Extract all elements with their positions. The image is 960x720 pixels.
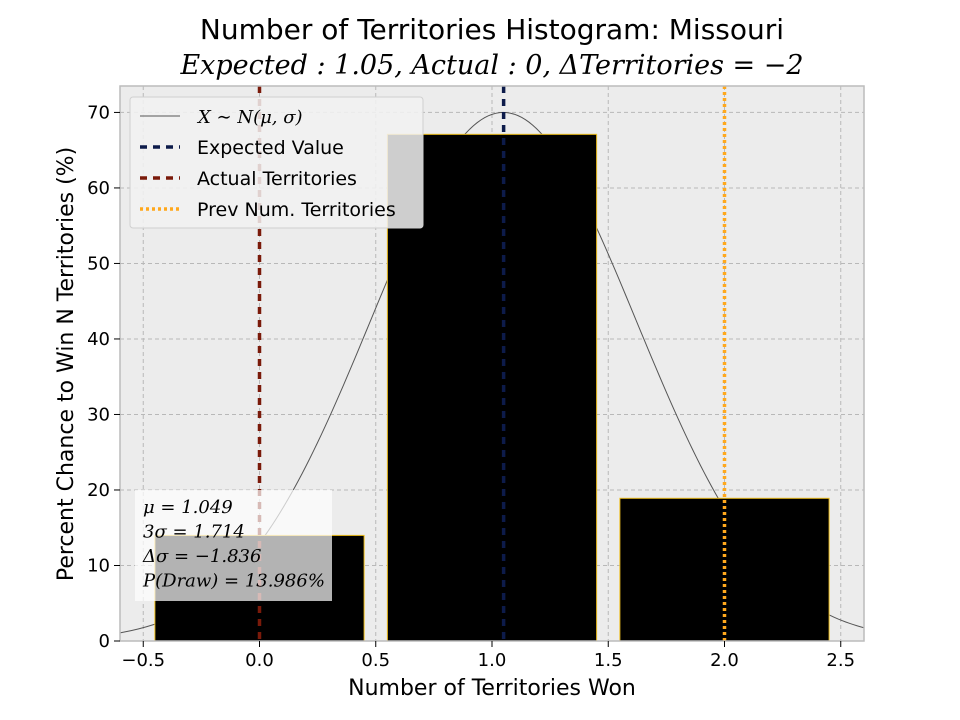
legend: X ∼ N(μ, σ) Expected Value Actual Territor… — [129, 96, 424, 229]
stats-line-2: Δσ = −1.836 — [142, 546, 261, 567]
y-axis-ticks: 0 10 20 30 40 50 60 70 — [87, 102, 120, 652]
y-tick-label-5: 50 — [87, 253, 110, 274]
y-tick-label-3: 30 — [87, 404, 110, 425]
x-axis-label: Number of Territories Won — [348, 676, 636, 701]
bar-2 — [619, 497, 830, 642]
x-tick-label-1: 0.0 — [245, 650, 274, 671]
stats-box-group: μ = 1.049 3σ = 1.714 Δσ = −1.836 P(Draw) = … — [135, 490, 332, 601]
chart-title: Number of Territories Histogram: Missour… — [200, 13, 784, 46]
stats-line-3: P(Draw) = 13.986% — [142, 571, 325, 592]
stats-line-0: μ = 1.049 — [143, 497, 233, 518]
y-tick-label-7: 70 — [87, 102, 110, 123]
y-tick-label-6: 60 — [87, 178, 110, 199]
x-tick-label-0: −0.5 — [121, 650, 165, 671]
x-tick-label-4: 1.5 — [594, 650, 623, 671]
y-tick-label-2: 20 — [87, 480, 110, 501]
y-tick-label-0: 0 — [99, 631, 110, 652]
legend-label-3: Prev Num. Territories — [197, 199, 396, 221]
stats-line-1: 3σ = 1.714 — [143, 522, 245, 543]
x-tick-label-3: 1.0 — [478, 650, 507, 671]
legend-label-0: X ∼ N(μ, σ) — [196, 107, 303, 128]
stats-box — [135, 490, 332, 601]
x-axis-ticks: −0.5 0.0 0.5 1.0 1.5 2.0 2.5 — [121, 641, 855, 671]
x-tick-label-5: 2.0 — [710, 650, 739, 671]
y-tick-label-1: 10 — [87, 555, 110, 576]
y-axis-label: Percent Chance to Win N Territories (%) — [54, 147, 79, 581]
chart-subtitle: Expected : 1.05, Actual : 0, ΔTerritorie… — [179, 50, 803, 81]
legend-label-1: Expected Value — [197, 137, 344, 159]
y-tick-label-4: 40 — [87, 329, 110, 350]
x-tick-label-2: 0.5 — [361, 650, 390, 671]
x-tick-label-6: 2.5 — [826, 650, 855, 671]
legend-label-2: Actual Territories — [197, 168, 357, 190]
legend-box — [129, 96, 424, 229]
